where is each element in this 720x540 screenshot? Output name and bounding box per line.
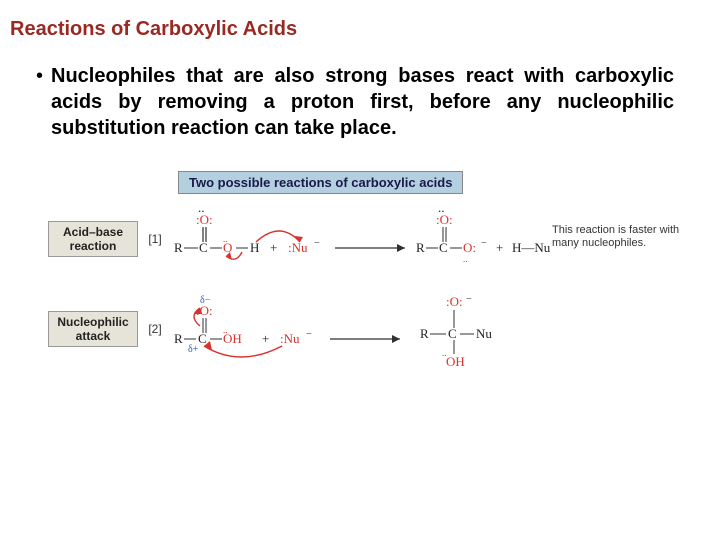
row2-scheme: δ− :O: R δ+ C OH .. + :Nu − bbox=[170, 292, 672, 366]
row1-num: [1] bbox=[146, 232, 164, 246]
svg-text:+: + bbox=[262, 331, 269, 346]
svg-text:−: − bbox=[314, 238, 320, 249]
svg-text:R: R bbox=[174, 240, 183, 255]
svg-text:OH: OH bbox=[446, 354, 465, 369]
svg-text:C: C bbox=[448, 326, 457, 341]
row2-label: Nucleophilic attack bbox=[48, 311, 138, 347]
svg-text:C: C bbox=[198, 331, 207, 346]
bullet-item: • Nucleophiles that are also strong base… bbox=[8, 63, 712, 141]
bullet-text: Nucleophiles that are also strong bases … bbox=[51, 63, 674, 141]
svg-text:+: + bbox=[496, 240, 503, 255]
svg-text::O:: :O: bbox=[446, 294, 463, 309]
row2-num: [2] bbox=[146, 322, 164, 336]
reaction-row-2: Nucleophilic attack [2] δ− :O: R δ+ C OH… bbox=[48, 292, 672, 366]
svg-text:R: R bbox=[174, 331, 183, 346]
reaction-row-1: Acid–base reaction [1] .. :O: R C O .. bbox=[48, 202, 672, 276]
figure-banner: Two possible reactions of carboxylic aci… bbox=[178, 171, 463, 194]
svg-text:R: R bbox=[420, 326, 429, 341]
bullet-marker: • bbox=[36, 63, 43, 141]
svg-text:−: − bbox=[306, 329, 312, 340]
page-title: Reactions of Carboxylic Acids bbox=[10, 18, 712, 41]
svg-text:..: .. bbox=[223, 234, 228, 244]
svg-text:+: + bbox=[270, 240, 277, 255]
svg-text:..: .. bbox=[463, 254, 468, 264]
svg-text:R: R bbox=[416, 240, 425, 255]
svg-text::Nu: :Nu bbox=[288, 240, 308, 255]
svg-text:−: − bbox=[481, 238, 487, 249]
svg-text:H: H bbox=[250, 240, 259, 255]
svg-text:−: − bbox=[466, 294, 472, 305]
svg-text:Nu: Nu bbox=[476, 326, 492, 341]
svg-text::O:: :O: bbox=[196, 212, 213, 227]
svg-text:C: C bbox=[199, 240, 208, 255]
svg-text:..: .. bbox=[442, 348, 447, 358]
reaction-figure: Two possible reactions of carboxylic aci… bbox=[48, 171, 672, 366]
svg-text:O:: O: bbox=[463, 240, 476, 255]
row1-caption: This reaction is faster with many nucleo… bbox=[552, 224, 682, 250]
svg-text::Nu: :Nu bbox=[280, 331, 300, 346]
svg-text:..: .. bbox=[223, 325, 228, 335]
svg-text:C: C bbox=[439, 240, 448, 255]
svg-text:H—Nu: H—Nu bbox=[512, 240, 550, 255]
row1-label: Acid–base reaction bbox=[48, 221, 138, 257]
svg-text::O:: :O: bbox=[436, 212, 453, 227]
